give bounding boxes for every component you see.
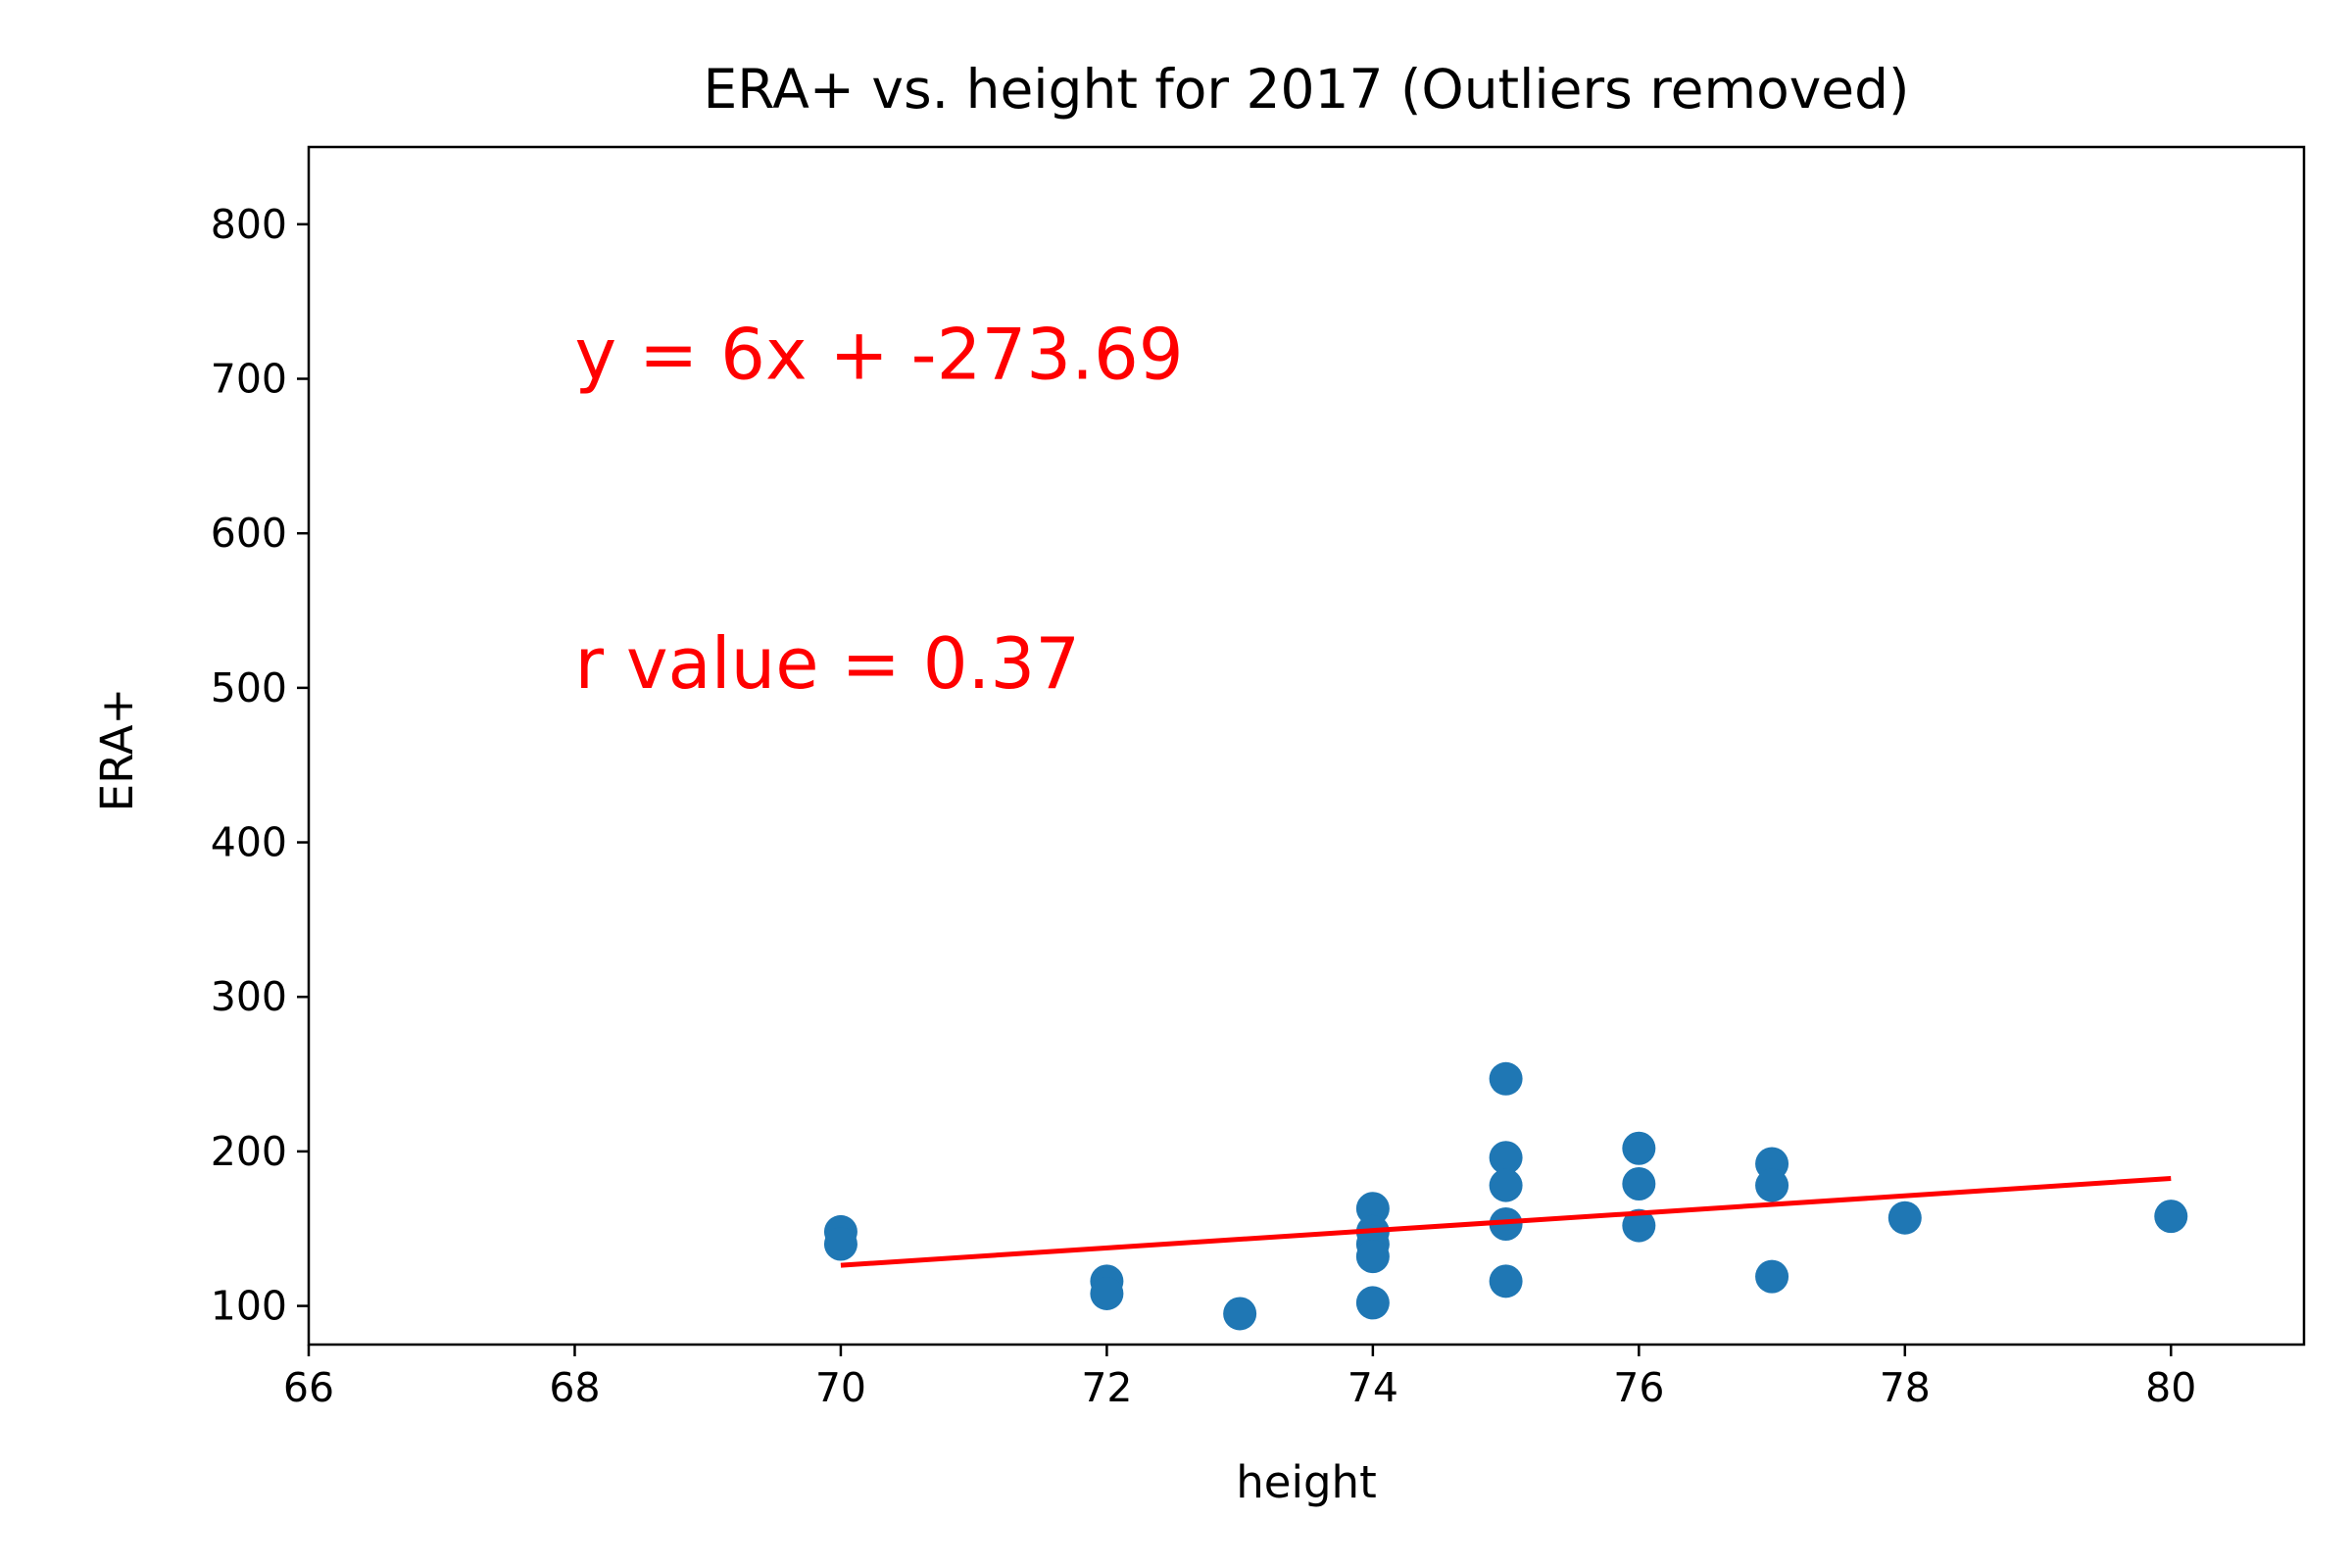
data-point	[1355, 1286, 1390, 1320]
y-axis-label: ERA+	[91, 688, 143, 811]
x-tick-label: 66	[283, 1364, 334, 1411]
regression-layer	[840, 1176, 2172, 1268]
data-point	[1489, 1168, 1523, 1202]
regression-line	[840, 1176, 2172, 1268]
points-layer	[823, 1061, 2188, 1331]
chart-title: ERA+ vs. height for 2017 (Outliers remov…	[703, 58, 1909, 121]
y-tick-label: 300	[211, 973, 287, 1020]
data-point	[1090, 1276, 1124, 1310]
data-point	[1489, 1061, 1523, 1096]
data-point	[1622, 1167, 1656, 1201]
data-point	[1887, 1200, 1922, 1235]
x-tick-label: 80	[2145, 1364, 2196, 1411]
y-tick-label: 500	[211, 664, 287, 711]
data-point	[1755, 1168, 1789, 1202]
y-axis-label-group: ERA+	[91, 688, 143, 811]
y-tick-label: 200	[211, 1128, 287, 1175]
data-point	[823, 1227, 858, 1261]
data-point	[1355, 1240, 1390, 1274]
y-tick-label: 700	[211, 356, 287, 403]
x-tick-label: 68	[549, 1364, 600, 1411]
r-value-annotation: r value = 0.37	[574, 622, 1080, 705]
data-point	[1489, 1264, 1523, 1298]
y-tick-label: 100	[211, 1283, 287, 1330]
data-point	[1622, 1131, 1656, 1165]
data-point	[1622, 1208, 1656, 1243]
y-tick-label: 600	[211, 510, 287, 557]
data-point	[1489, 1141, 1523, 1175]
data-point	[1355, 1192, 1390, 1226]
ticks-layer: 66 68 70 72 74 76 78 80 100 200 300 400 500 600 700 800	[211, 201, 2197, 1411]
x-tick-label: 74	[1348, 1364, 1398, 1411]
y-tick-label: 400	[211, 819, 287, 866]
data-point	[1755, 1259, 1789, 1294]
annotations-layer: y = 6x + -273.69 r value = 0.37	[574, 314, 1183, 705]
x-tick-label: 70	[815, 1364, 866, 1411]
y-tick-label: 800	[211, 201, 287, 248]
data-point	[1223, 1297, 1257, 1331]
regression-equation-annotation: y = 6x + -273.69	[574, 314, 1183, 396]
x-tick-label: 72	[1081, 1364, 1132, 1411]
data-point	[2154, 1200, 2188, 1234]
x-tick-label: 78	[1880, 1364, 1931, 1411]
x-tick-label: 76	[1613, 1364, 1664, 1411]
plot-frame	[307, 145, 2306, 1347]
x-axis-label: height	[1236, 1456, 1376, 1508]
